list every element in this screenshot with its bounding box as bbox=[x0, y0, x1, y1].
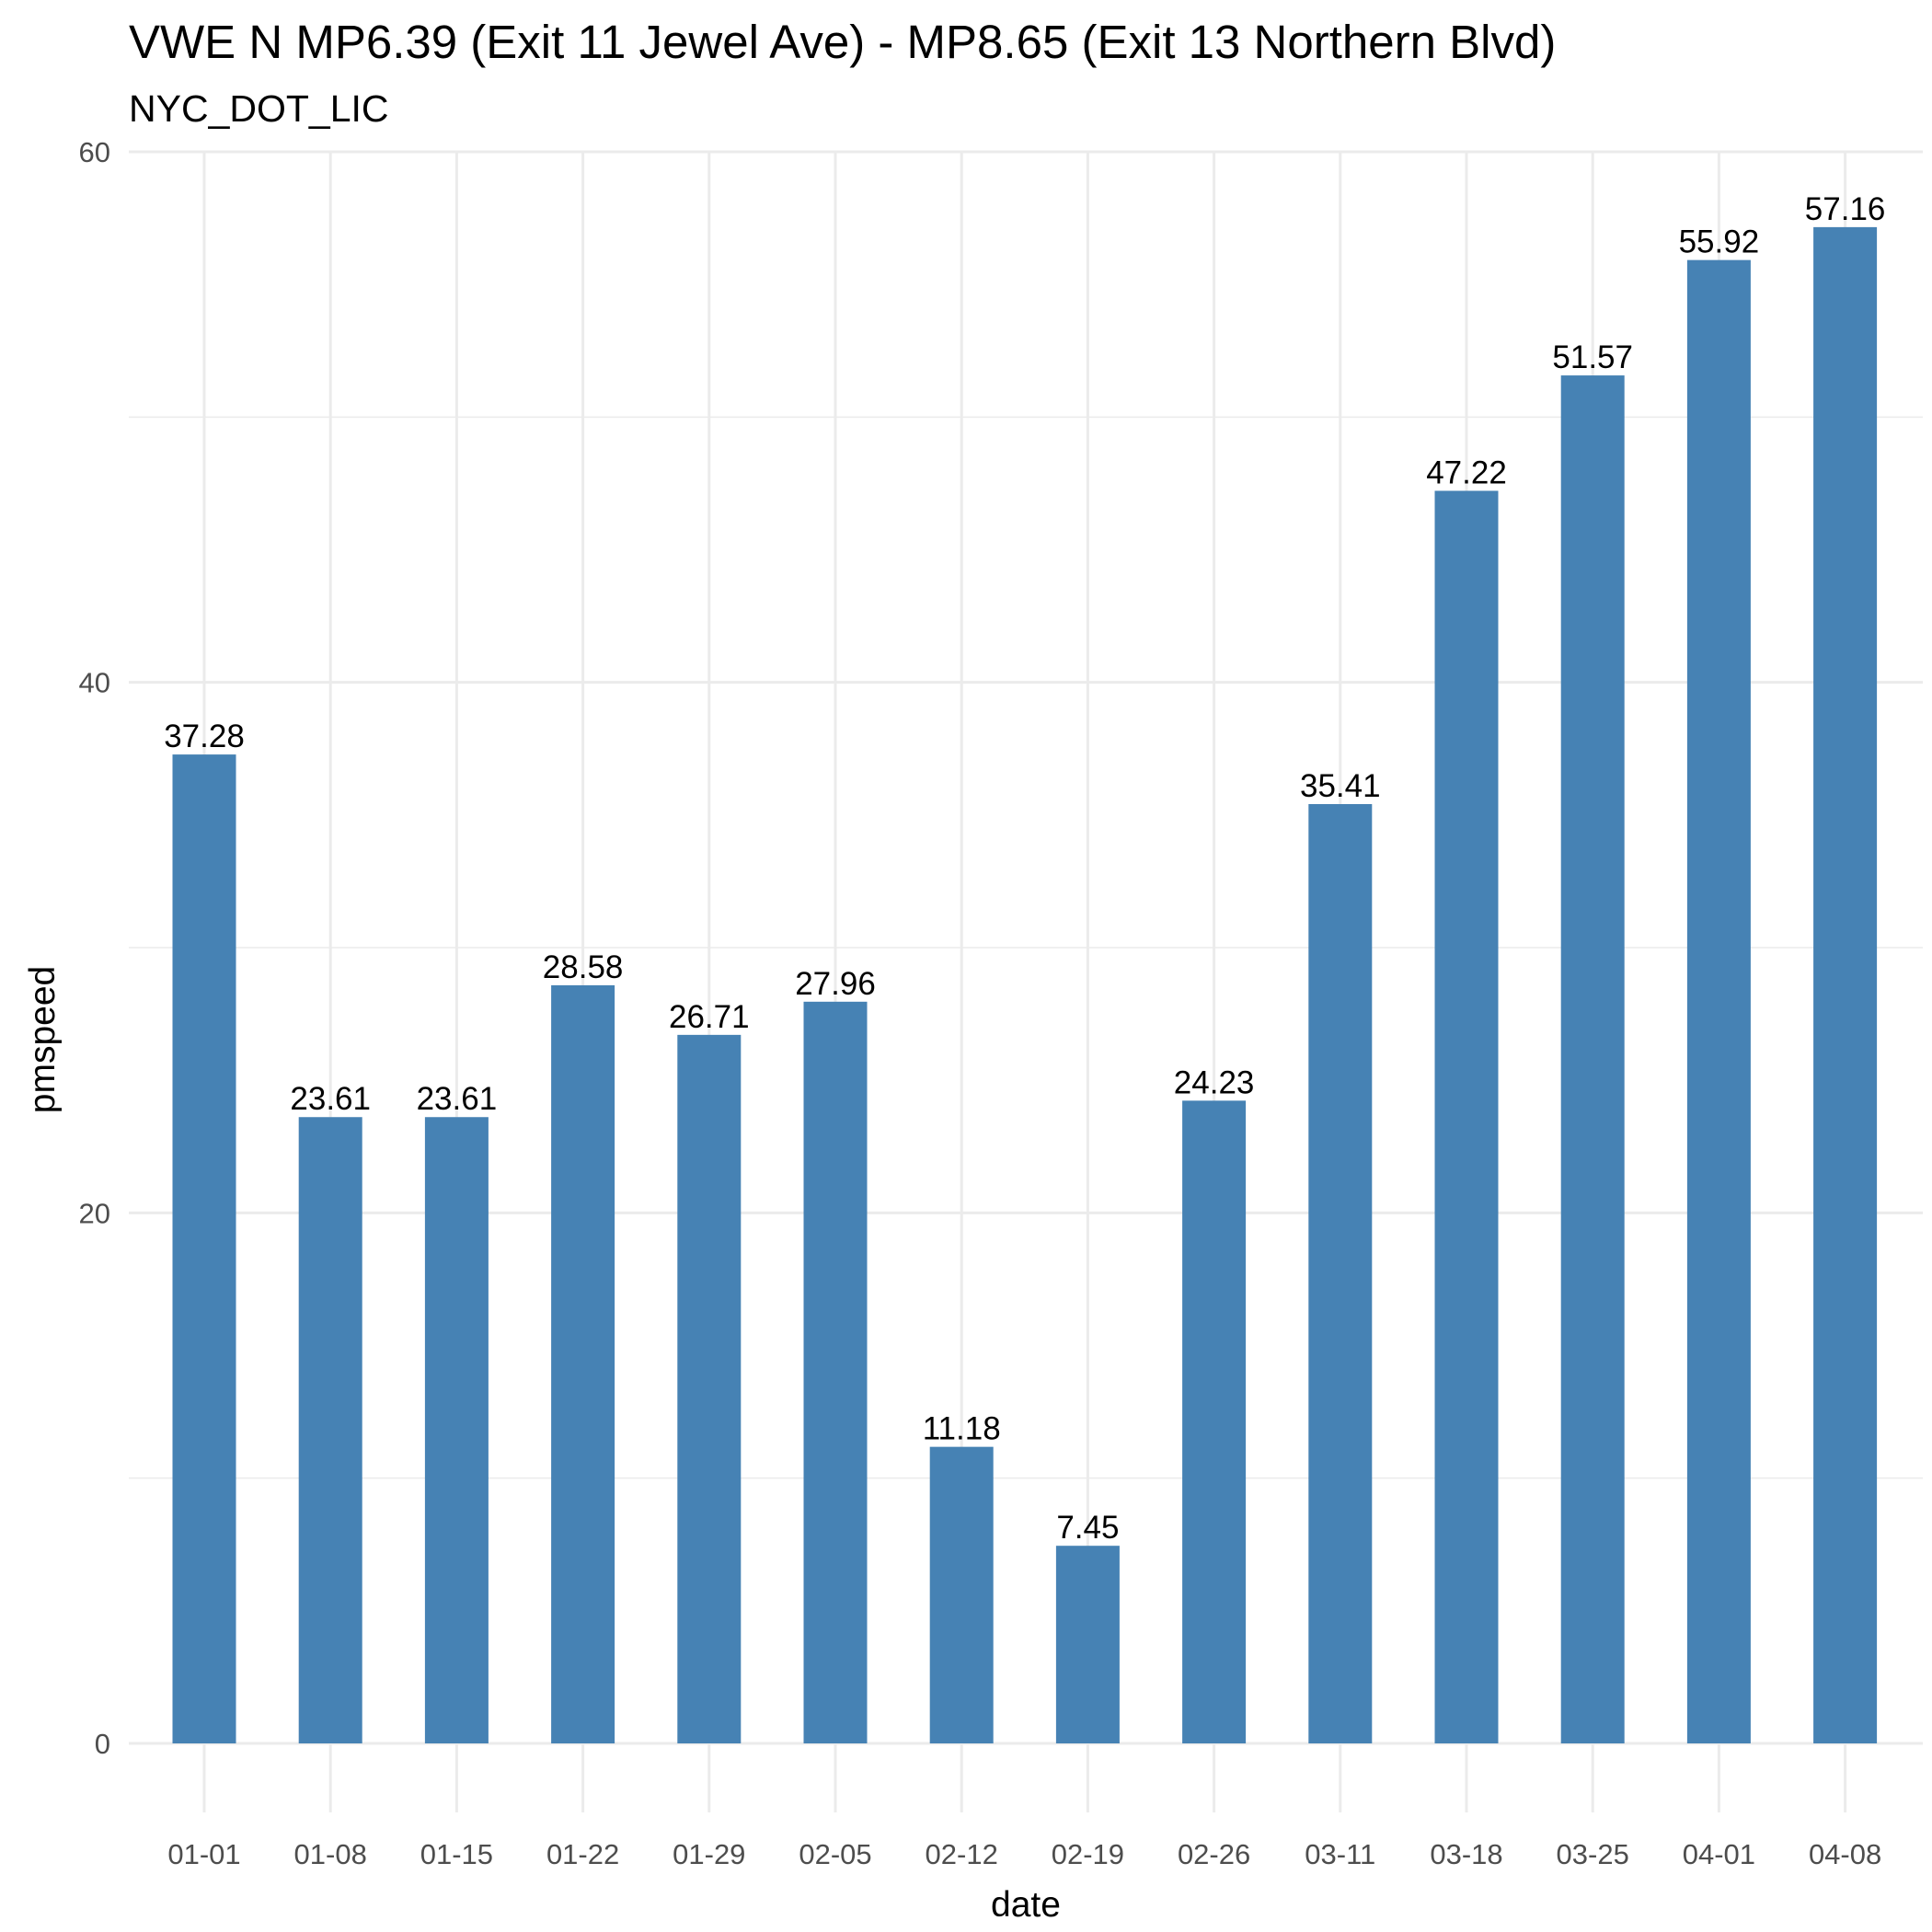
y-axis-title: pmspeed bbox=[23, 966, 63, 1113]
x-tick-label: 02-26 bbox=[1178, 1838, 1250, 1870]
data-label: 37.28 bbox=[164, 719, 245, 754]
data-label: 27.96 bbox=[795, 966, 876, 1002]
data-label: 7.45 bbox=[1056, 1510, 1119, 1546]
x-tick-label: 01-01 bbox=[167, 1838, 240, 1870]
bar bbox=[1813, 226, 1878, 1743]
bar bbox=[172, 754, 236, 1744]
data-label: 51.57 bbox=[1552, 339, 1633, 375]
data-label: 35.41 bbox=[1300, 768, 1381, 804]
data-label: 26.71 bbox=[669, 999, 750, 1035]
x-tick-label: 01-08 bbox=[294, 1838, 367, 1870]
data-label: 47.22 bbox=[1426, 454, 1507, 490]
x-tick-label: 02-19 bbox=[1052, 1838, 1124, 1870]
bar bbox=[677, 1034, 742, 1743]
data-label: 28.58 bbox=[543, 949, 624, 985]
y-tick-label: 60 bbox=[79, 136, 110, 168]
axis-ticks: 01-01 01-08 01-15 01-22 01-29 02-05 02-12 02-19… bbox=[79, 136, 1882, 1870]
x-tick-label: 01-15 bbox=[420, 1838, 493, 1870]
bar bbox=[929, 1446, 994, 1743]
y-tick-label: 0 bbox=[95, 1728, 110, 1760]
y-tick-label: 20 bbox=[79, 1197, 110, 1229]
y-tick-label: 40 bbox=[79, 667, 110, 699]
x-tick-label: 03-11 bbox=[1305, 1838, 1375, 1870]
bar bbox=[1308, 804, 1373, 1743]
chart-title: VWE N MP6.39 (Exit 11 Jewel Ave) - MP8.6… bbox=[129, 16, 1556, 68]
x-tick-label: 01-29 bbox=[673, 1838, 745, 1870]
bars bbox=[172, 226, 1878, 1744]
data-label: 55.92 bbox=[1679, 224, 1760, 260]
x-tick-label: 04-01 bbox=[1683, 1838, 1755, 1870]
data-label: 24.23 bbox=[1174, 1064, 1255, 1100]
x-tick-label: 03-25 bbox=[1557, 1838, 1629, 1870]
x-tick-label: 02-12 bbox=[926, 1838, 998, 1870]
x-tick-label: 01-22 bbox=[546, 1838, 619, 1870]
data-label: 57.16 bbox=[1805, 191, 1886, 227]
bar bbox=[1182, 1100, 1247, 1743]
bar bbox=[1055, 1546, 1120, 1743]
x-tick-label: 04-08 bbox=[1809, 1838, 1881, 1870]
data-label: 23.61 bbox=[417, 1081, 498, 1117]
bar bbox=[551, 984, 615, 1743]
bar bbox=[298, 1117, 362, 1743]
gridlines bbox=[129, 150, 1923, 1812]
bar bbox=[1434, 490, 1499, 1743]
data-labels: 37.28 23.61 23.61 28.58 26.71 27.96 11.18 7.45 2… bbox=[164, 191, 1885, 1546]
data-label: 11.18 bbox=[923, 1411, 1001, 1447]
bar bbox=[1560, 375, 1625, 1744]
x-tick-label: 02-05 bbox=[799, 1838, 871, 1870]
x-tick-label: 03-18 bbox=[1430, 1838, 1502, 1870]
bar bbox=[424, 1117, 489, 1743]
data-label: 23.61 bbox=[290, 1081, 371, 1117]
bar bbox=[1686, 259, 1751, 1743]
x-axis-title: date bbox=[991, 1885, 1061, 1925]
bar bbox=[803, 1001, 868, 1743]
chart-subtitle: NYC_DOT_LIC bbox=[129, 87, 389, 130]
